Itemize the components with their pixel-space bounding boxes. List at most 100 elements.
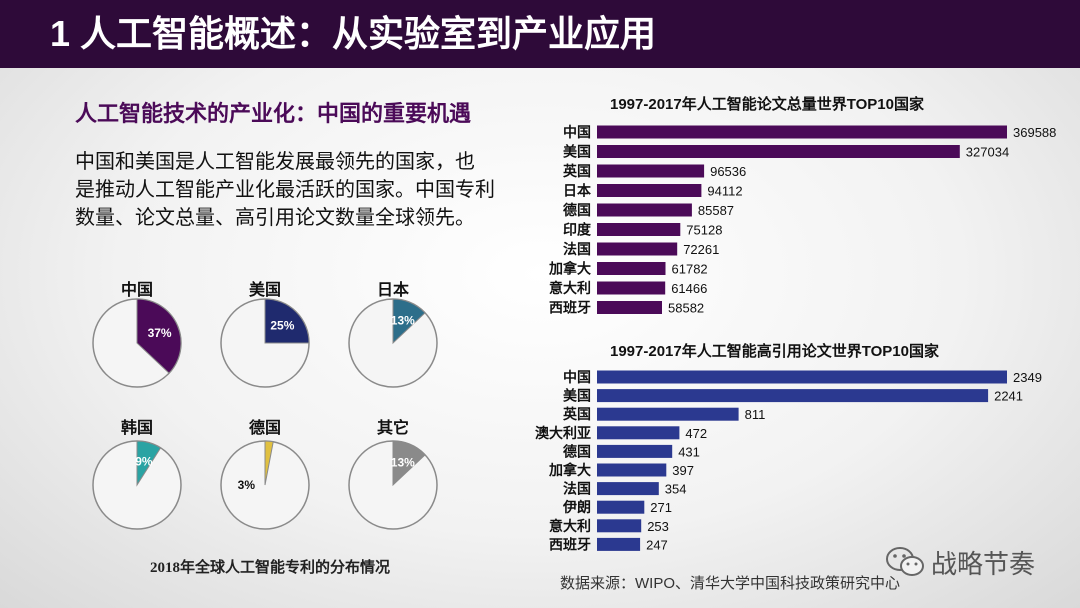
bar-value-label: 2349 [1013,370,1042,385]
wechat-icon [886,547,924,576]
bar-category-label: 加拿大 [548,261,591,277]
pie-chart: 25% [220,298,310,388]
pie-chart: 9% [92,440,182,530]
bar-value-label: 247 [646,537,668,552]
papers-bar-chart: 中国 369588 美国 327034 英国 96536 日本 94112 德国 85587 印度 7… [548,124,1056,316]
bar [597,370,1007,384]
bar-category-label: 澳大利亚 [535,425,591,441]
cited-chart-title: 1997-2017年人工智能高引用论文世界TOP10国家 [610,343,939,360]
bar-category-label: 德国 [563,202,591,218]
bar-value-label: 58582 [668,301,704,316]
bar-value-label: 61782 [672,262,708,277]
pie-value-label: 9% [135,454,153,468]
bar-value-label: 2241 [994,389,1023,404]
bar-value-label: 397 [672,463,694,478]
pie-slice [264,298,310,344]
bar [597,242,678,256]
pie-slice [392,298,426,345]
pie-value-label: 13% [391,455,415,469]
title-bar: 1 人工智能概述：从实验室到产业应用 [0,0,1080,68]
bar-value-label: 61466 [671,281,707,296]
pie-value-label: 37% [148,326,172,340]
cited-bar-chart: 中国 2349 美国 2241 英国 811 澳大利亚 472 德国 431 加拿大 397 法国 354… [535,369,1042,552]
bar [597,407,739,421]
bar [597,500,645,514]
bar-category-label: 西班牙 [549,536,591,552]
body-line: 数量、论文总量、高引用论文数量全球领先。 [75,207,475,229]
data-source: 数据来源：WIPO、清华大学中国科技政策研究中心 [560,575,900,592]
bar [597,301,662,314]
bar-category-label: 法国 [563,241,591,257]
bar [597,426,680,440]
pie-chart: 13% [348,440,438,530]
bar-category-label: 西班牙 [549,300,591,316]
pie-slice [136,298,182,374]
body-paragraph: 中国和美国是人工智能发展最领先的国家，也 是推动人工智能产业化最活跃的国家。中国… [75,148,515,232]
bar [597,482,659,496]
bar [597,281,666,295]
pie-chart: 13% [348,298,438,388]
bar [597,537,641,551]
bar-value-label: 472 [685,426,707,441]
page-title: 1 人工智能概述：从实验室到产业应用 [50,13,657,54]
bar-value-label: 96536 [710,164,746,179]
bar [597,262,666,275]
pie-slice [136,440,162,487]
bar-value-label: 94112 [707,184,742,199]
pie-value-label: 3% [238,478,256,492]
bar-category-label: 意大利 [549,518,591,534]
bar-category-label: 加拿大 [548,462,591,478]
bar-category-label: 伊朗 [562,499,591,515]
bar-category-label: 意大利 [549,280,591,296]
bar-value-label: 369588 [1013,125,1056,140]
bar [597,223,681,236]
bar-category-label: 美国 [563,388,591,404]
body-line: 中国和美国是人工智能发展最领先的国家，也 [75,151,475,173]
bar [597,184,702,197]
section-subtitle: 人工智能技术的产业化：中国的重要机遇 [75,101,472,126]
bar-category-label: 美国 [563,144,591,160]
watermark-text: 战略节奏 [931,548,1036,579]
bar-value-label: 72261 [683,242,719,257]
body-line: 是推动人工智能产业化最活跃的国家。中国专利 [75,179,495,201]
bar-value-label: 271 [650,500,672,515]
bar-category-label: 日本 [563,183,592,199]
bar [597,463,667,477]
pie-label: 其它 [376,420,409,437]
bar-value-label: 327034 [966,145,1009,160]
bar-value-label: 253 [647,519,669,534]
bar-category-label: 英国 [562,406,591,422]
pie-label: 美国 [248,282,281,299]
pie-label: 韩国 [120,420,153,437]
pie-chart: 3% [220,440,310,530]
bar-value-label: 354 [665,482,687,497]
pie-value-label: 13% [391,313,415,327]
bar [597,145,960,158]
bar-value-label: 431 [678,444,700,459]
bar [597,164,705,178]
pie-label: 日本 [376,282,409,299]
bar-value-label: 75128 [686,223,722,238]
pie-value-label: 25% [270,319,294,333]
watermark: 战略节奏 [885,540,1035,584]
bar [597,519,642,533]
bar [597,125,1007,139]
bar [597,389,989,403]
bar-category-label: 德国 [563,443,591,459]
bar-category-label: 中国 [563,124,591,140]
bar-category-label: 中国 [563,369,591,385]
bar-category-label: 法国 [563,481,591,497]
bar-value-label: 85587 [698,203,734,218]
pie-caption: 2018年全球人工智能专利的分布情况 [150,560,391,576]
papers-chart-title: 1997-2017年人工智能论文总量世界TOP10国家 [610,96,924,113]
pie-label: 德国 [248,420,281,437]
bar-category-label: 英国 [562,163,591,179]
bar-category-label: 印度 [563,222,592,238]
bar [597,444,673,458]
pie-chart: 37% [92,298,182,388]
pie-slice [264,440,274,486]
bar-value-label: 811 [745,407,766,422]
pie-label: 中国 [120,282,153,299]
pie-slice [392,440,426,487]
bar [597,203,692,217]
